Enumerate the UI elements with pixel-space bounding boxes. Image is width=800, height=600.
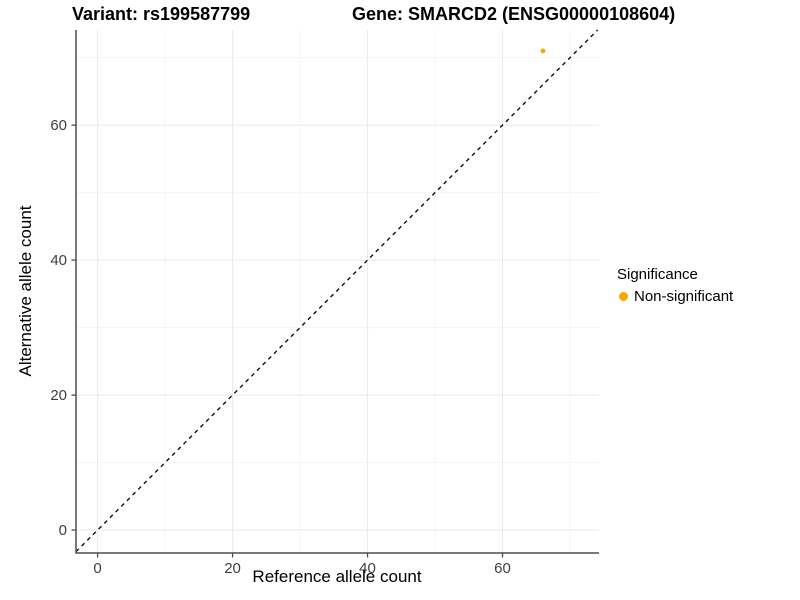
legend-item-label: Non-significant [634,288,734,305]
legend-title: Significance [617,266,698,283]
axis-lines [75,30,599,554]
x-tick-label: 20 [224,560,241,577]
variant-title: Variant: rs199587799 [72,4,251,24]
legend-item-non-significant: Non-significant [617,288,733,305]
legend-point-icon [619,292,628,301]
x-tick-label: 40 [359,560,376,577]
gene-title: Gene: SMARCD2 (ENSG00000108604) [352,4,676,24]
y-tick-label: 20 [50,387,67,404]
data-point [540,48,546,54]
y-axis-title: Alternative allele count [16,205,35,377]
x-axis-title: Reference allele count [252,567,422,586]
y-tick-label: 0 [59,522,67,539]
identity-line [75,29,599,553]
y-tick-label: 40 [50,252,67,269]
x-tick-label: 0 [93,560,101,577]
legend: Significance Non-significant [617,266,733,305]
y-tick-label: 60 [50,117,67,134]
x-tick-label: 60 [494,560,511,577]
